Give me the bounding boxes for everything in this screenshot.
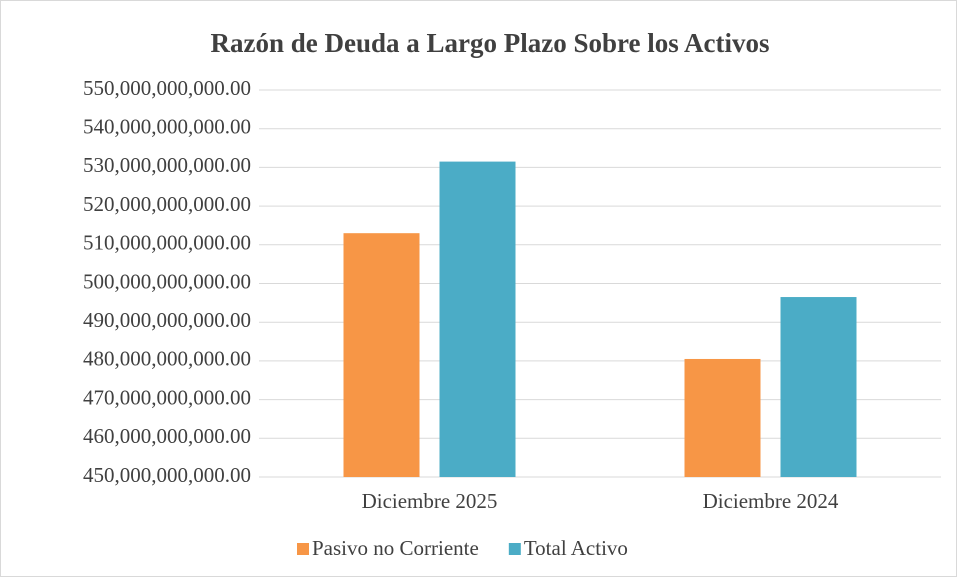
bar [780,297,857,477]
legend-swatch [508,543,521,555]
x-tick-label: Diciembre 2025 [362,489,498,513]
legend-swatch [297,543,309,555]
bar [439,161,516,477]
chart-title: Razón de Deuda a Largo Plazo Sobre los A… [211,28,770,58]
bar [343,233,420,477]
y-tick-label: 490,000,000,000.00 [83,308,251,332]
y-tick-label: 460,000,000,000.00 [83,424,251,448]
y-tick-label: 480,000,000,000.00 [83,347,251,371]
legend-label: Total Activo [524,536,628,560]
legend-label: Pasivo no Corriente [312,536,479,560]
y-tick-label: 450,000,000,000.00 [83,463,251,487]
y-tick-label: 530,000,000,000.00 [83,153,251,177]
bar [684,358,761,477]
y-tick-label: 550,000,000,000.00 [83,76,251,100]
x-tick-label: Diciembre 2024 [703,489,839,513]
y-tick-label: 500,000,000,000.00 [83,269,251,293]
y-tick-label: 520,000,000,000.00 [83,192,251,216]
y-tick-label: 470,000,000,000.00 [83,385,251,409]
y-tick-label: 510,000,000,000.00 [83,231,251,255]
y-tick-label: 540,000,000,000.00 [83,115,251,139]
